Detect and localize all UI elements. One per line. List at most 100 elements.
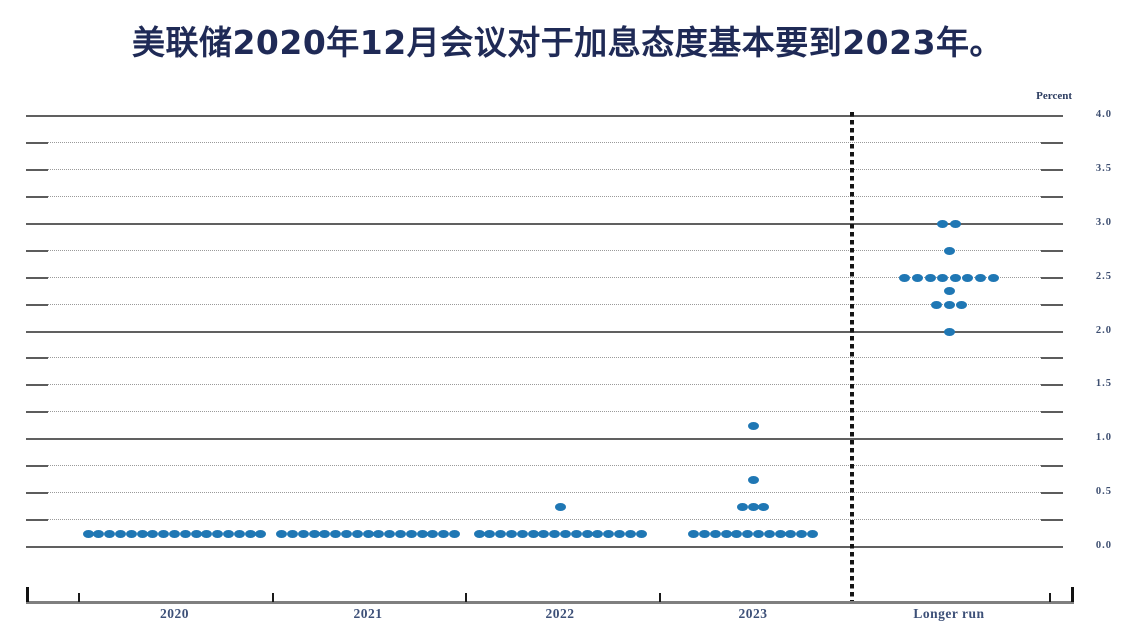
gridline-left-tick [26,141,48,144]
projection-dot [806,529,818,538]
projection-dot [201,529,213,538]
gridline-major [26,330,1063,333]
projection-dot [330,529,342,538]
gridline-major [26,115,1063,117]
gridline-right-tick [1041,249,1063,252]
gridline-right-tick [1041,357,1063,360]
x-axis-tick [271,593,274,602]
projection-dot [747,502,759,511]
projection-dot [538,529,550,538]
gridline-major [26,438,1063,441]
projection-dot [592,529,604,538]
gridline-right-tick [1041,168,1063,171]
x-axis-tick [464,593,467,602]
projection-dot [774,529,786,538]
projection-dot [125,529,137,538]
gridline-left-tick [26,276,48,279]
projection-dot [147,529,159,538]
gridline-left-tick [26,168,48,171]
projection-dot [405,529,417,538]
projection-dot [796,529,808,538]
projection-dot [169,529,180,538]
x-axis-line [26,601,1074,604]
gridline-left-tick [26,357,48,360]
gridline-right-tick [1041,519,1063,522]
gridline-left-tick [26,492,48,495]
y-axis-tick-label: 2.0 [1095,324,1112,336]
projection-dot [949,273,961,282]
projection-dot [570,529,582,538]
projection-dot [603,529,615,538]
y-axis-unit-label: Percent [1036,90,1072,102]
gridline-left-tick [26,465,48,468]
projection-dot [136,529,148,538]
x-axis-label: 2020 [160,606,189,621]
gridline-left-tick [26,249,48,252]
projection-dot [495,529,507,538]
gridline-right-tick [1041,141,1063,144]
projection-dot [104,529,116,538]
y-axis-tick-label: 0.5 [1095,486,1112,498]
gridline-minor [48,465,1041,467]
projection-dot [962,273,974,282]
projection-dot [394,529,406,538]
gridline-left-tick [26,411,48,414]
gridline-minor [48,249,1041,251]
gridline-major [26,546,1063,548]
projection-dot [747,421,759,430]
y-axis-tick-label: 0.0 [1095,540,1112,551]
projection-dot [899,273,911,282]
projection-dot [581,529,593,538]
projection-dot [82,529,94,538]
projection-dot [484,529,496,538]
projection-dot [516,529,528,538]
projection-dot [943,287,955,296]
x-axis-tick [77,593,80,602]
projection-dot [308,529,320,538]
gridline-minor [48,519,1041,521]
gridline-right-tick [1041,465,1063,468]
gridline-left-tick [26,384,48,387]
gridline-minor [48,276,1041,278]
projection-dot [943,300,955,309]
x-axis-tick [658,593,661,602]
gridline-minor [48,141,1041,143]
projection-dot [373,529,385,538]
projection-dot [613,529,625,538]
projection-dot [752,529,764,538]
projection-dot [179,529,191,538]
projection-dot [212,529,224,538]
projection-dot [937,273,949,282]
x-axis-tick [1049,593,1051,602]
projection-dot [340,529,352,538]
gridline-minor [48,168,1041,170]
projection-dot [297,529,309,538]
gridline-minor [48,303,1041,305]
x-axis-end-tick [26,587,30,602]
projection-dot [763,529,775,538]
projection-dot [688,529,700,538]
projection-dot [255,529,267,538]
projection-dot [742,529,754,538]
gridline-minor [48,357,1041,359]
projection-dot [987,273,999,282]
projection-dot [244,529,256,538]
projection-dot [624,529,636,538]
projection-dot [956,300,968,309]
y-axis-tick-label: 3.0 [1095,216,1112,228]
gridline-right-tick [1041,492,1063,495]
projection-dot [416,529,428,538]
projection-dot [527,529,539,538]
x-axis-label: 2022 [545,606,575,621]
projection-dot [115,529,126,538]
projection-dot [943,327,955,336]
x-axis-label: Longer run [913,606,985,621]
gridline-left-tick [26,195,48,198]
gridline-major [26,222,1063,225]
projection-dot [731,529,743,538]
projection-dot [785,529,797,538]
longer-run-separator-line [850,112,854,601]
y-axis-tick-label: 1.5 [1095,378,1112,390]
projection-dot [427,529,439,538]
